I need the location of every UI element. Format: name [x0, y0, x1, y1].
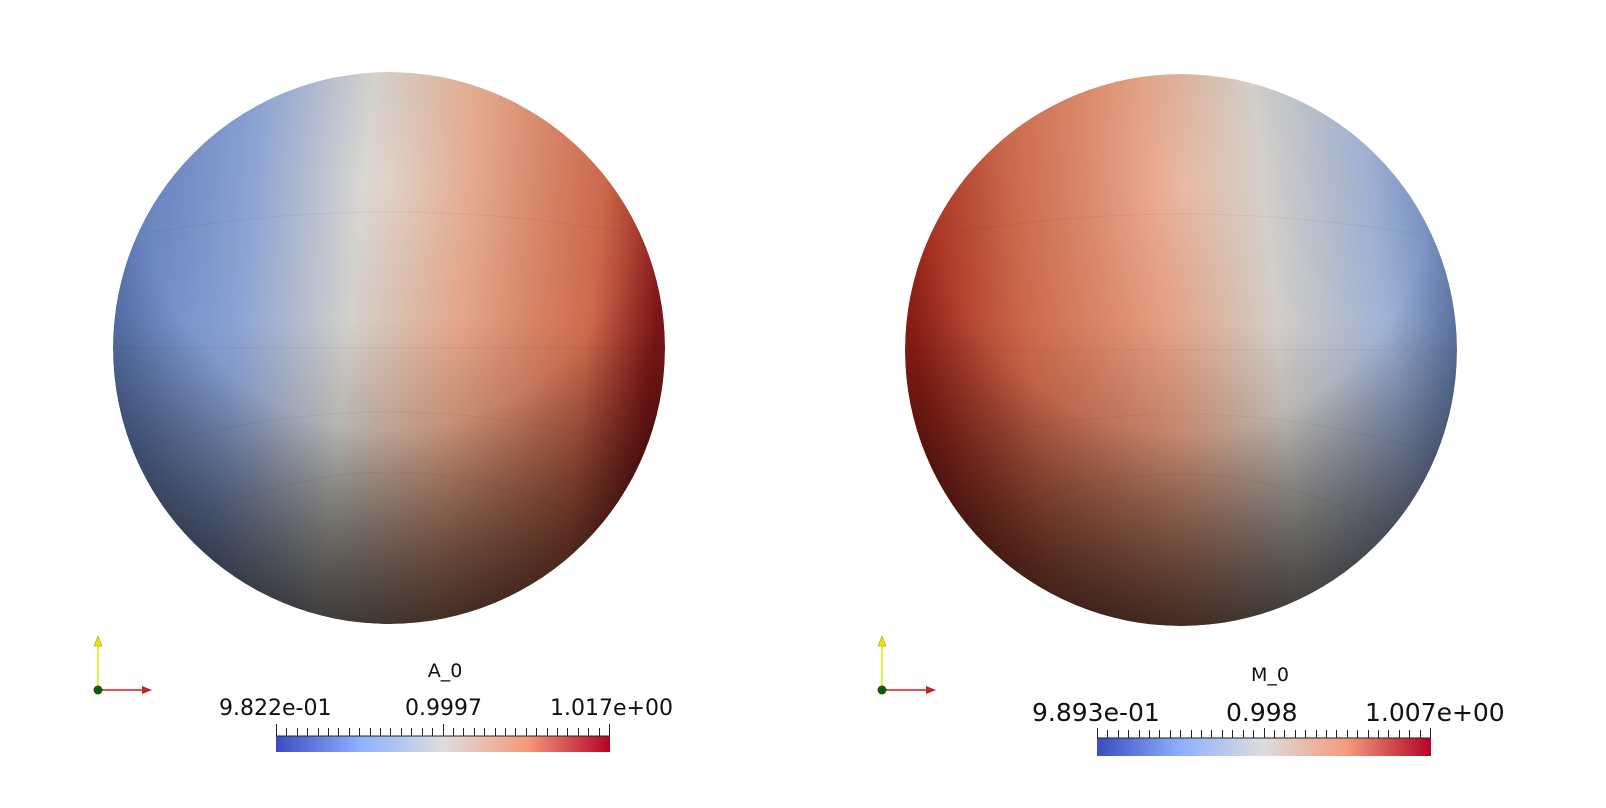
- sphere-render-m0[interactable]: [905, 74, 1457, 626]
- legend-min-label: 9.893e-01: [1032, 698, 1160, 727]
- right-render-panel[interactable]: M_0 9.893e-01 0.998 1.007e+00: [803, 0, 1606, 808]
- legend-title: M_0: [1251, 664, 1289, 686]
- color-legend-m0: M_0 9.893e-01 0.998 1.007e+00: [1030, 664, 1510, 760]
- orientation-axes-left: [88, 632, 168, 702]
- color-legend-a0: A_0 9.822e-01 0.9997 1.017e+00: [215, 660, 675, 755]
- sphere-render-a0[interactable]: [113, 72, 665, 624]
- legend-max-label: 1.007e+00: [1365, 698, 1505, 727]
- left-render-panel[interactable]: A_0 9.822e-01 0.9997 1.017e+00: [0, 0, 803, 808]
- orientation-axes-right: [872, 632, 952, 702]
- legend-colorbar: [276, 724, 610, 752]
- legend-colorbar: [1097, 728, 1431, 756]
- legend-title: A_0: [427, 660, 463, 682]
- legend-mid-label: 0.9997: [405, 696, 482, 721]
- legend-mid-label: 0.998: [1226, 698, 1298, 727]
- legend-max-label: 1.017e+00: [550, 696, 673, 721]
- legend-min-label: 9.822e-01: [219, 696, 332, 721]
